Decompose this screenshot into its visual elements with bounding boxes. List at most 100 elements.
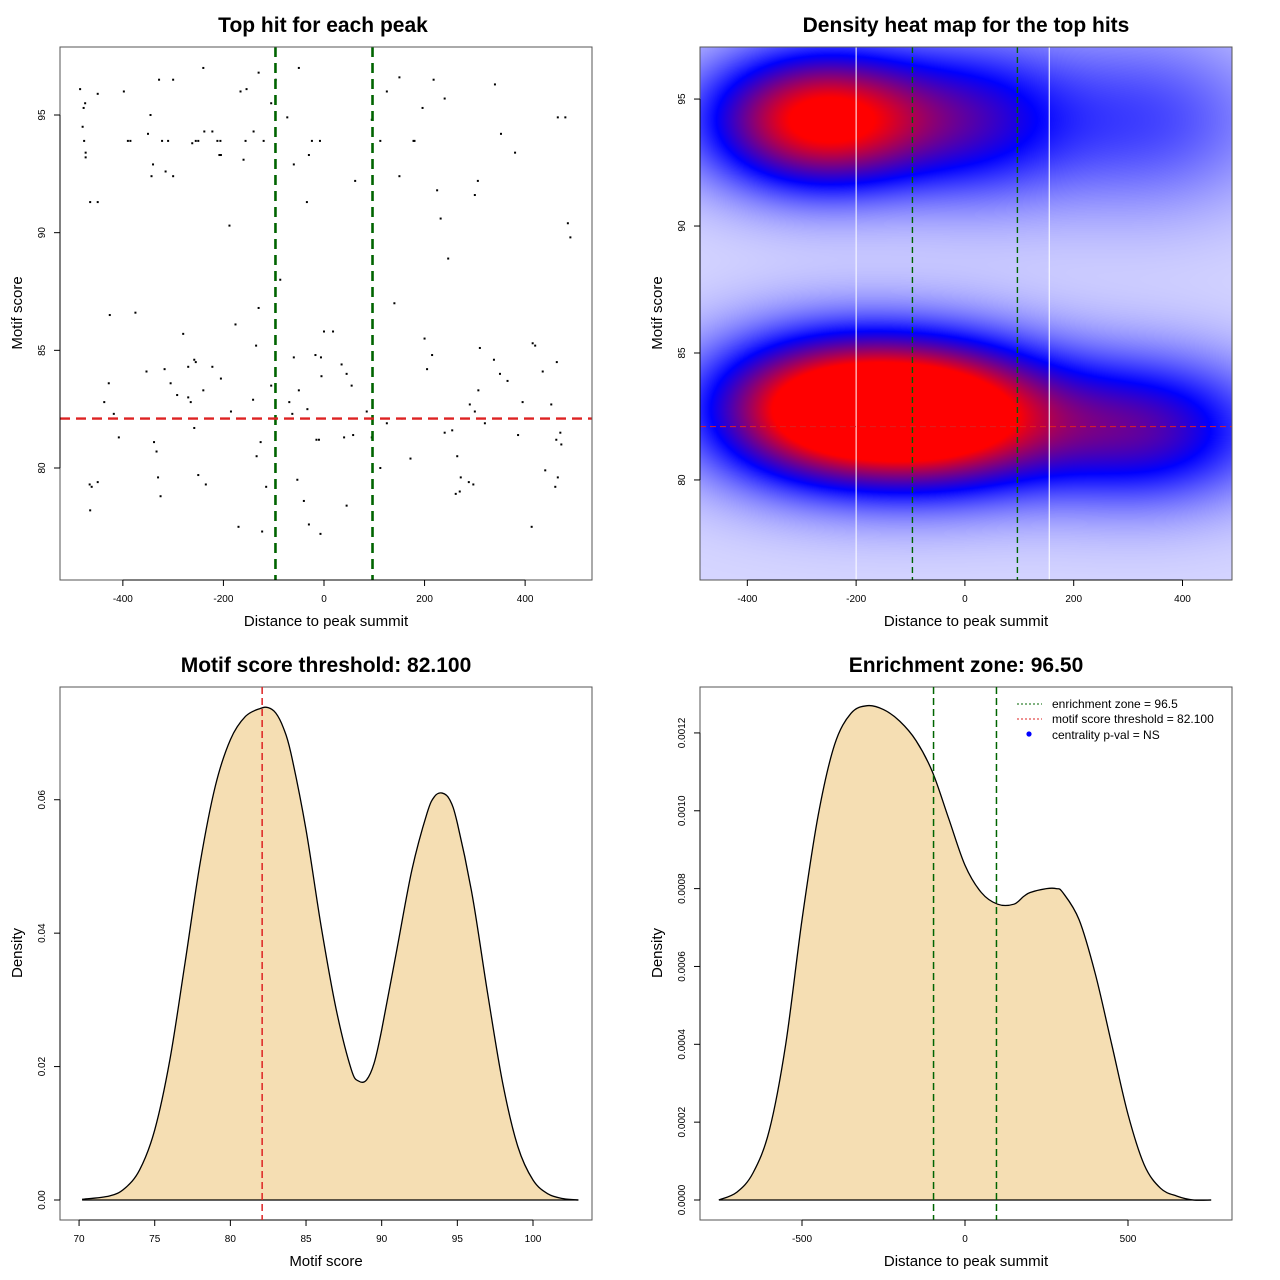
score-density-ylabel: Density <box>9 927 26 978</box>
scatter-point <box>447 257 450 260</box>
heatmap-y-tick-label: 95 <box>677 93 688 105</box>
score-density-y-tick-label: 0.00 <box>37 1190 48 1210</box>
legend-centrality-label: centrality p-val = NS <box>1052 728 1160 742</box>
scatter-point <box>84 151 87 154</box>
scatter-point <box>550 403 553 406</box>
scatter-point <box>340 363 343 366</box>
scatter-point <box>204 483 207 486</box>
scatter-point <box>163 368 166 371</box>
scatter-point <box>193 358 196 361</box>
scatter-point <box>443 431 446 434</box>
scatter-y-tick-label: 95 <box>37 109 48 121</box>
distance-density-xlabel: Distance to peak summit <box>884 1253 1049 1270</box>
scatter-point <box>197 474 200 477</box>
scatter-point <box>498 372 501 375</box>
scatter-point <box>270 384 273 387</box>
scatter-point <box>555 438 558 441</box>
scatter-point <box>145 370 148 373</box>
scatter-point <box>468 403 471 406</box>
score-density-title: Motif score threshold: 82.100 <box>181 654 472 677</box>
scatter-point <box>83 139 86 142</box>
distance-density-ylabel: Density <box>649 927 666 978</box>
scatter-point <box>398 76 401 79</box>
scatter-point <box>307 523 310 526</box>
scatter-point <box>211 130 214 133</box>
scatter-point <box>182 332 185 335</box>
scatter-point <box>202 66 205 69</box>
scatter-point <box>129 139 132 142</box>
scatter-point <box>560 443 563 446</box>
scatter-point <box>566 222 569 225</box>
scatter-point <box>229 410 232 413</box>
scatter-point <box>219 139 222 142</box>
distance-density-panel: Enrichment zone: 96.50 Distance to peak … <box>649 654 1233 1270</box>
scatter-point <box>343 436 346 439</box>
scatter-point <box>96 481 99 484</box>
scatter-points <box>79 66 572 535</box>
scatter-point <box>153 441 156 444</box>
scatter-point <box>436 189 439 192</box>
scatter-point <box>483 422 486 425</box>
scatter-point <box>150 175 153 178</box>
scatter-point <box>219 154 222 157</box>
scatter-point <box>152 163 155 166</box>
scatter-y-tick-label: 80 <box>37 462 48 474</box>
scatter-title: Top hit for each peak <box>218 14 428 37</box>
scatter-point <box>530 525 533 528</box>
scatter-point <box>169 382 172 385</box>
scatter-point <box>473 410 476 413</box>
scatter-x-tick-label: 0 <box>321 594 327 605</box>
scatter-point <box>473 194 476 197</box>
scatter-point <box>194 361 197 364</box>
scatter-point <box>393 302 396 305</box>
legend: enrichment zone = 96.5 motif score thres… <box>1017 697 1214 742</box>
heatmap-panel: Density heat map for the top hits Distan… <box>649 14 1233 630</box>
scatter-point <box>112 412 115 415</box>
scatter-point <box>155 450 158 453</box>
scatter-point <box>237 525 240 528</box>
scatter-point <box>320 375 323 378</box>
scatter-point <box>122 90 125 93</box>
score-density-y-tick-label: 0.02 <box>37 1056 48 1076</box>
scatter-x-tick-label: -200 <box>213 594 233 605</box>
scatter-point <box>157 476 160 479</box>
scatter-point <box>228 224 231 227</box>
heatmap-x-axis: -400 -200 0 200 400 <box>737 579 1191 605</box>
scatter-point <box>84 156 87 159</box>
heatmap-canvas <box>700 47 1232 580</box>
scatter-point <box>103 401 106 404</box>
heatmap-xlabel: Distance to peak summit <box>884 613 1049 630</box>
scatter-point <box>134 311 137 314</box>
scatter-point <box>564 116 567 119</box>
score-density-x-tick-label: 85 <box>300 1234 312 1245</box>
scatter-point <box>443 97 446 100</box>
scatter-point <box>257 71 260 74</box>
scatter-point <box>297 389 300 392</box>
scatter-point <box>517 434 520 437</box>
scatter-point <box>413 139 416 142</box>
scatter-point <box>193 426 196 429</box>
scatter-point <box>88 483 91 486</box>
scatter-plot-frame <box>59 46 593 581</box>
distance-density-x-tick-label: -500 <box>792 1234 812 1245</box>
scatter-panel: Top hit for each peak Distance to peak s… <box>9 14 593 630</box>
legend-enrichment-label: enrichment zone = 96.5 <box>1052 697 1178 711</box>
distance-density-y-tick-label: 0.0006 <box>677 951 688 982</box>
scatter-point <box>555 361 558 364</box>
scatter-point <box>82 106 85 109</box>
distance-density-y-tick-label: 0.0000 <box>677 1184 688 1215</box>
scatter-x-axis: -400 -200 0 200 400 <box>113 579 534 605</box>
scatter-point <box>412 139 415 142</box>
heatmap-y-tick-label: 85 <box>677 347 688 359</box>
scatter-point <box>202 389 205 392</box>
scatter-point <box>211 365 214 368</box>
scatter-point <box>296 478 299 481</box>
heatmap-x-tick-label: -400 <box>737 594 757 605</box>
scatter-point <box>307 154 310 157</box>
distance-density-y-tick-label: 0.0008 <box>677 873 688 904</box>
scatter-point <box>345 372 348 375</box>
scatter-point <box>310 139 313 142</box>
scatter-point <box>318 139 321 142</box>
scatter-point <box>477 389 480 392</box>
scatter-point <box>379 139 382 142</box>
